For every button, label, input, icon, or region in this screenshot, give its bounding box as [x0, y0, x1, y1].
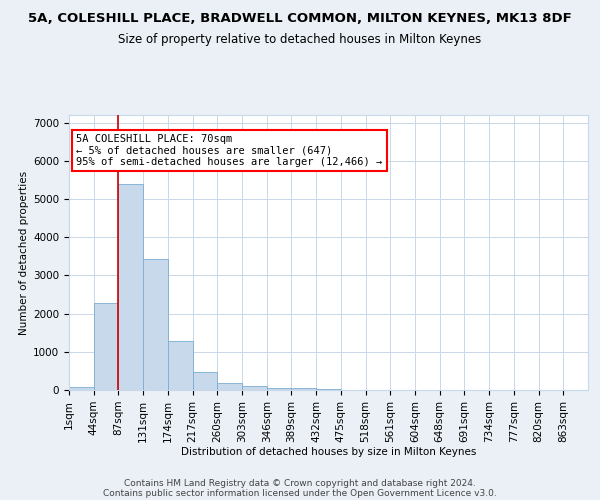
Bar: [242, 386, 267, 390]
Bar: [168, 340, 193, 390]
Bar: [69, 387, 94, 390]
Bar: [193, 372, 217, 390]
Y-axis label: Number of detached properties: Number of detached properties: [19, 170, 29, 334]
Bar: [267, 388, 292, 390]
Text: 5A, COLESHILL PLACE, BRADWELL COMMON, MILTON KEYNES, MK13 8DF: 5A, COLESHILL PLACE, BRADWELL COMMON, MI…: [28, 12, 572, 26]
Bar: [94, 303, 118, 390]
X-axis label: Distribution of detached houses by size in Milton Keynes: Distribution of detached houses by size …: [181, 448, 476, 458]
Bar: [292, 388, 316, 390]
Text: 5A COLESHILL PLACE: 70sqm
← 5% of detached houses are smaller (647)
95% of semi-: 5A COLESHILL PLACE: 70sqm ← 5% of detach…: [76, 134, 383, 168]
Bar: [143, 260, 168, 390]
Bar: [118, 184, 143, 390]
Bar: [316, 389, 341, 390]
Text: Size of property relative to detached houses in Milton Keynes: Size of property relative to detached ho…: [118, 32, 482, 46]
Text: Contains public sector information licensed under the Open Government Licence v3: Contains public sector information licen…: [103, 488, 497, 498]
Bar: [217, 383, 242, 390]
Text: Contains HM Land Registry data © Crown copyright and database right 2024.: Contains HM Land Registry data © Crown c…: [124, 478, 476, 488]
